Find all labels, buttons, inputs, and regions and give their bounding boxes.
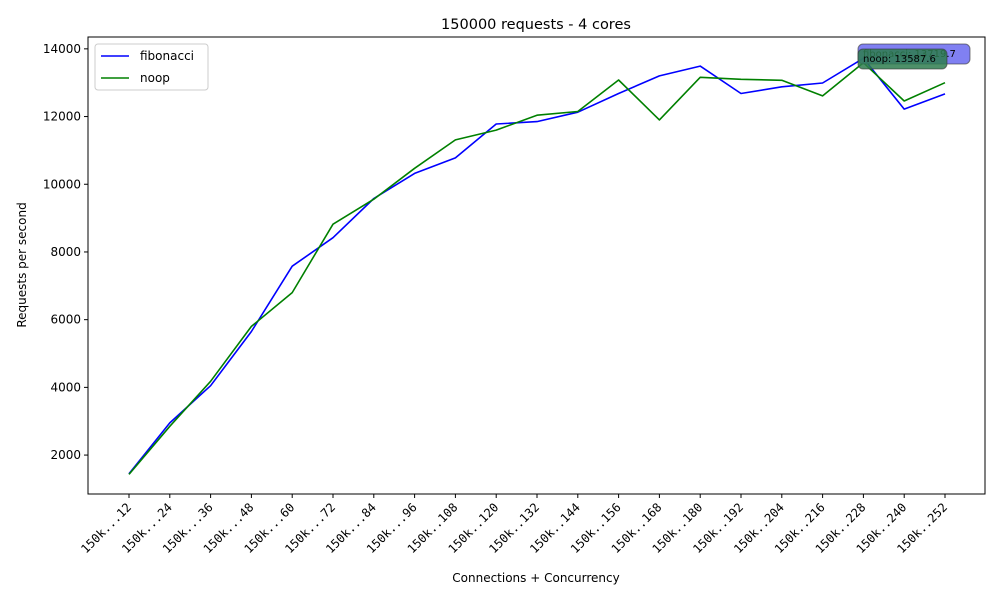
- y-tick-label: 12000: [43, 110, 81, 124]
- x-axis: 150k...12150k...24150k...36150k...48150k…: [78, 494, 950, 556]
- legend-label-noop: noop: [140, 71, 170, 85]
- annotation-box: [857, 48, 948, 70]
- y-tick-label: 8000: [50, 245, 81, 259]
- series-layer: [128, 57, 946, 475]
- y-axis: 2000 4000 6000 8000 10000 12000 14000: [43, 42, 88, 462]
- annotation-layer: fibonacci: 13719.7noop: 13587.6: [857, 43, 971, 70]
- plot-area: [88, 37, 985, 494]
- y-tick-label: 2000: [50, 448, 81, 462]
- y-tick-label: 4000: [50, 380, 81, 394]
- series-line-noop: [128, 61, 946, 475]
- legend: fibonacci noop: [94, 43, 209, 91]
- legend-label-fibonacci: fibonacci: [140, 49, 194, 63]
- y-tick-label: 14000: [43, 42, 81, 56]
- annotation-label: noop: 13587.6: [863, 54, 936, 65]
- y-tick-label: 6000: [50, 313, 81, 327]
- x-axis-label: Connections + Concurrency: [452, 571, 619, 585]
- y-axis-label: Requests per second: [15, 202, 29, 327]
- y-tick-label: 10000: [43, 177, 81, 191]
- series-line-fibonacci: [128, 57, 946, 475]
- chart-title: 150000 requests - 4 cores: [441, 17, 631, 33]
